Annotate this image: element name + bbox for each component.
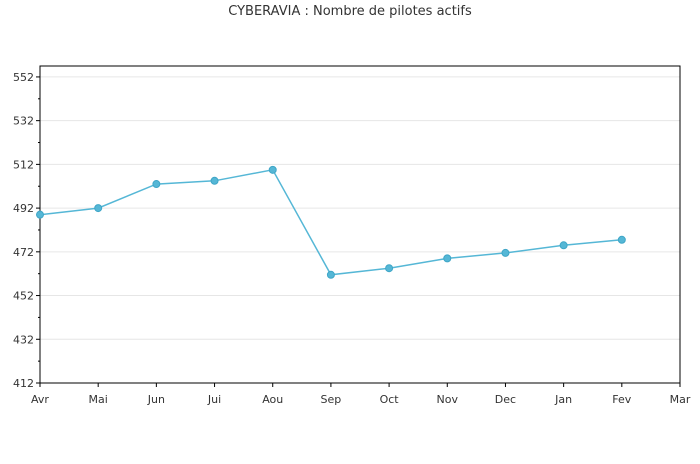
x-tick-label: Jan: [554, 393, 572, 406]
x-tick-label: Dec: [495, 393, 516, 406]
x-tick-label: Nov: [437, 393, 459, 406]
data-point: [501, 248, 510, 257]
y-tick-label: 432: [13, 333, 34, 346]
data-point: [152, 180, 161, 189]
data-point: [385, 264, 394, 273]
grid-lines: [40, 76, 680, 340]
data-point: [326, 270, 335, 279]
x-tick-label: Fev: [612, 393, 631, 406]
y-tick-label: 512: [13, 158, 34, 171]
x-tick-label: Aou: [262, 393, 283, 406]
y-tick-label: 492: [13, 202, 34, 215]
data-point: [268, 165, 277, 174]
chart-title: CYBERAVIA : Nombre de pilotes actifs: [228, 4, 472, 19]
axes: [36, 65, 681, 387]
series-layer: [36, 165, 626, 279]
y-tick-label: 412: [13, 377, 34, 390]
tick-labels: 412 432 452 472 492 512 532 552 Avr Mai Jun Jui Aou S…: [13, 71, 691, 406]
y-tick-label: 552: [13, 71, 34, 84]
data-point: [94, 204, 103, 213]
data-point: [36, 210, 44, 219]
series-line: [39, 168, 622, 276]
y-tick-label: 532: [13, 115, 34, 128]
data-point: [559, 241, 568, 250]
x-tick-label: Avr: [31, 393, 49, 406]
x-tick-label: Jun: [147, 393, 165, 406]
plot-frame: [39, 65, 681, 384]
x-tick-label: Oct: [380, 393, 400, 406]
x-tick-label: Sep: [321, 393, 342, 406]
data-point: [210, 176, 219, 185]
data-point: [443, 254, 452, 263]
x-tick-label: Jui: [207, 393, 221, 406]
data-point: [617, 235, 626, 244]
x-tick-label: Mar: [670, 393, 691, 406]
y-tick-label: 472: [13, 246, 34, 259]
y-tick-label: 452: [13, 290, 34, 303]
x-tick-label: Mai: [89, 393, 108, 406]
